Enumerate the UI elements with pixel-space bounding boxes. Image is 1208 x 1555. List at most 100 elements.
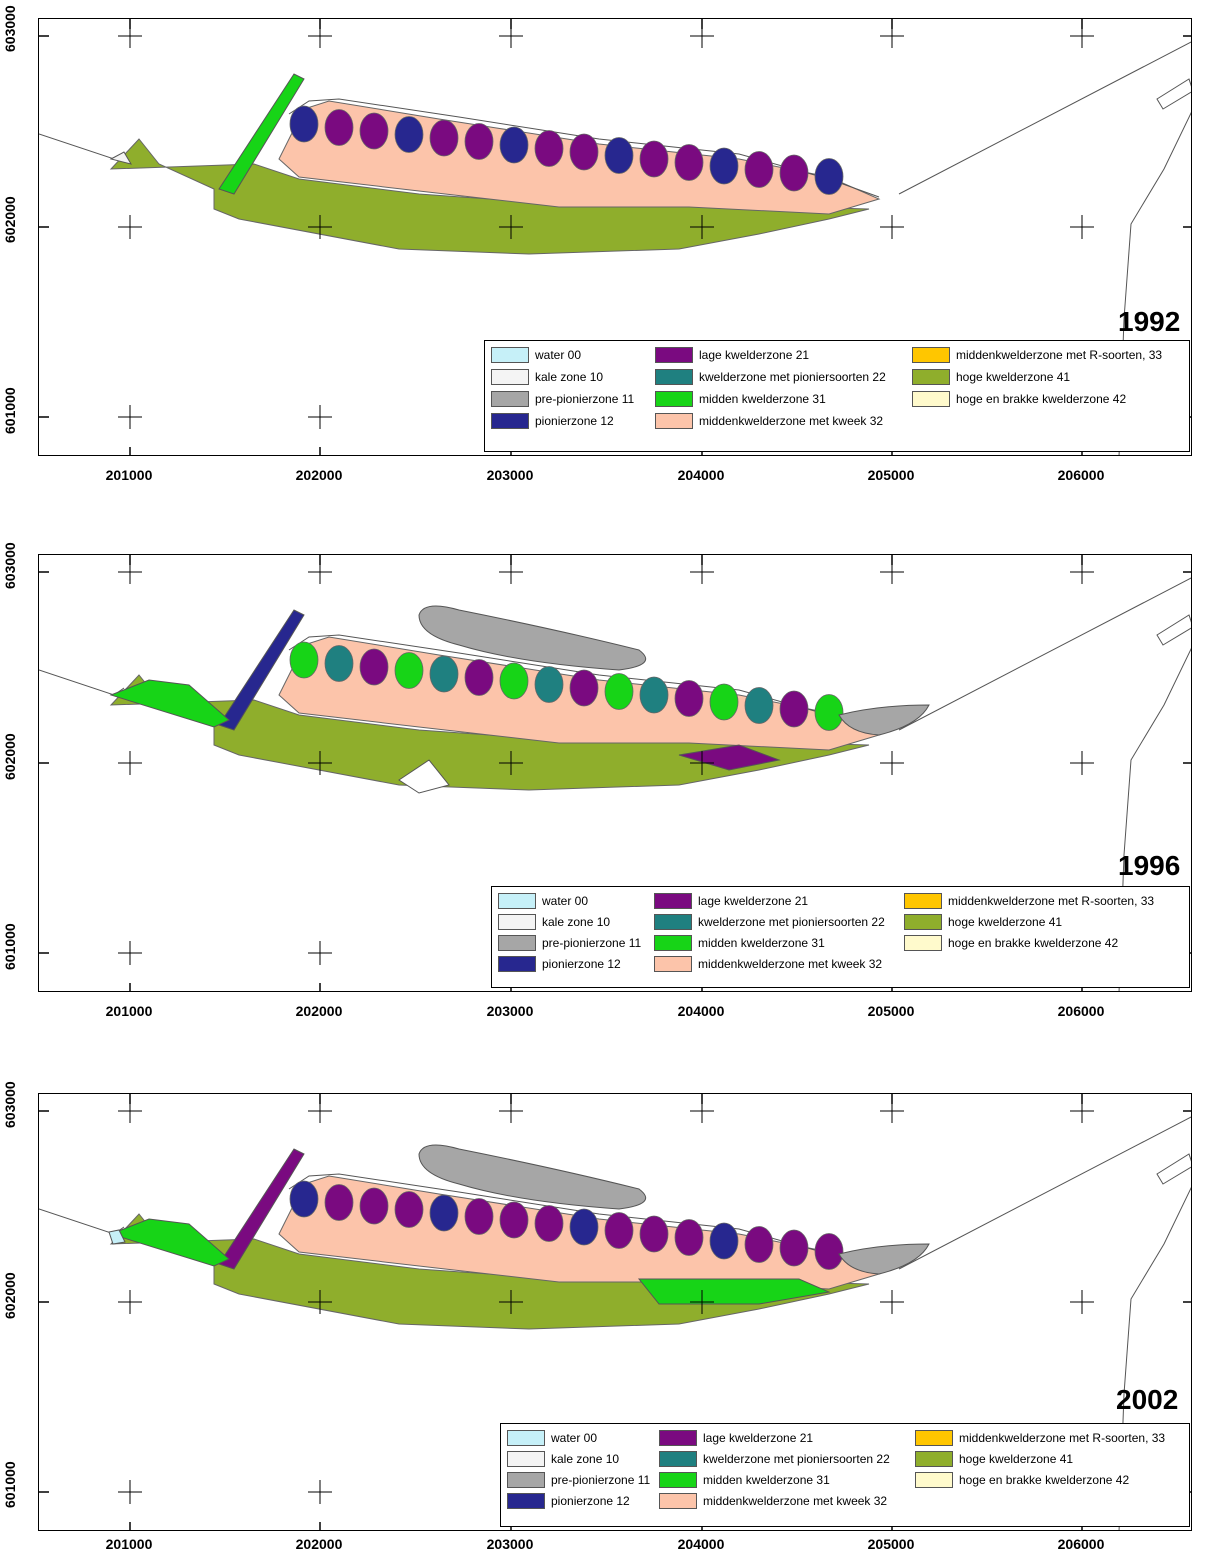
habitat-patch <box>324 1184 354 1221</box>
x-tick-label: 203000 <box>486 467 534 483</box>
legend-item: kwelderzone met pioniersoorten 22 <box>655 369 886 385</box>
legend-label: middenkwelderzone met kweek 32 <box>699 414 884 428</box>
legend-item: middenkwelderzone met kweek 32 <box>659 1493 887 1509</box>
marsh-outline <box>288 634 880 734</box>
legend-item: midden kwelderzone 31 <box>655 391 826 407</box>
habitat-patch <box>289 105 319 143</box>
legend-item: water 00 <box>498 893 588 909</box>
habitat-patch <box>814 694 844 731</box>
zone-pre-pionierzone-bank <box>418 605 647 671</box>
jetty <box>1156 78 1191 110</box>
legend-label: middenkwelderzone met R-soorten, 33 <box>956 348 1163 362</box>
year-label: 1992 <box>1118 306 1181 337</box>
habitat-patch <box>534 666 564 703</box>
legend-item: midden kwelderzone 31 <box>654 935 825 951</box>
habitat-patch <box>779 1229 809 1267</box>
habitat-patch <box>604 1212 634 1249</box>
jetty <box>1156 1153 1191 1185</box>
habitat-patch <box>359 1187 389 1225</box>
legend-label: middenkwelderzone met kweek 32 <box>703 1494 888 1508</box>
legend-label: hoge en brakke kwelderzone 42 <box>956 392 1127 406</box>
x-tick-label: 202000 <box>295 467 343 483</box>
legend-swatch <box>655 347 693 363</box>
habitat-patch <box>744 1226 774 1263</box>
habitat-patch <box>814 1233 844 1270</box>
x-tick-label: 203000 <box>486 1003 534 1019</box>
zone-dam-strip <box>218 609 305 731</box>
legend-item: pionierzone 12 <box>491 413 614 429</box>
x-tick-label: 204000 <box>677 467 725 483</box>
habitat-patch <box>639 140 669 178</box>
habitat-patch <box>464 659 494 696</box>
habitat-patch <box>324 645 354 682</box>
map-canvas <box>39 19 1191 455</box>
legend-label: lage kwelderzone 21 <box>703 1431 814 1445</box>
legend: water 00 kale zone 10 pre-pionierzone 11 pi… <box>500 1423 1190 1527</box>
map-canvas <box>39 555 1191 991</box>
x-tick-label: 206000 <box>1057 467 1105 483</box>
legend-label: pionierzone 12 <box>551 1494 630 1508</box>
legend-swatch <box>491 413 529 429</box>
legend-swatch <box>654 893 692 909</box>
legend-item: hoge en brakke kwelderzone 42 <box>915 1472 1129 1488</box>
legend-swatch <box>498 914 536 930</box>
legend-label: hoge en brakke kwelderzone 42 <box>959 1473 1130 1487</box>
zone-midden-kwelderzone <box>109 679 230 728</box>
zone-midden-kwelderzone <box>109 1218 230 1267</box>
legend-label: hoge kwelderzone 41 <box>956 370 1071 384</box>
habitat-patch <box>709 1222 739 1260</box>
zone-kale <box>109 151 133 165</box>
legend-label: pionierzone 12 <box>535 414 614 428</box>
legend-label: midden kwelderzone 31 <box>699 392 826 406</box>
zone-pre-pionierzone-bank <box>838 1243 930 1275</box>
legend-swatch <box>915 1451 953 1467</box>
habitat-patch <box>499 126 529 164</box>
zone-hoge-kwelderzone <box>109 138 870 255</box>
legend-swatch <box>498 935 536 951</box>
legend-item: hoge en brakke kwelderzone 42 <box>904 935 1118 951</box>
x-tick-label: 206000 <box>1057 1536 1105 1552</box>
habitat-patch <box>499 1201 529 1239</box>
legend-swatch <box>507 1493 545 1509</box>
habitat-patch <box>464 1198 494 1235</box>
legend-item: water 00 <box>507 1430 597 1446</box>
legend-item: pionierzone 12 <box>507 1493 630 1509</box>
map-canvas <box>39 1094 1191 1530</box>
legend-item: kale zone 10 <box>491 369 603 385</box>
legend-label: lage kwelderzone 21 <box>698 894 809 908</box>
legend-label: middenkwelderzone met R-soorten, 33 <box>948 894 1155 908</box>
zone-midden-kwelderzone <box>637 1278 831 1305</box>
habitat-patch <box>429 119 459 157</box>
x-tick-label: 205000 <box>867 467 915 483</box>
legend-label: pre-pionierzone 11 <box>542 936 642 950</box>
legend-swatch <box>912 391 950 407</box>
jetty <box>1156 614 1191 646</box>
x-tick-label: 202000 <box>295 1003 343 1019</box>
legend-label: pre-pionierzone 11 <box>551 1473 651 1487</box>
habitat-patch <box>534 130 564 167</box>
legend-label: hoge kwelderzone 41 <box>948 915 1063 929</box>
legend-label: kale zone 10 <box>535 370 604 384</box>
legend-item: hoge kwelderzone 41 <box>915 1451 1073 1467</box>
legend-label: kwelderzone met pioniersoorten 22 <box>698 915 885 929</box>
legend-item: pre-pionierzone 11 <box>498 935 641 951</box>
legend-swatch <box>915 1430 953 1446</box>
legend-swatch <box>654 935 692 951</box>
legend-label: kwelderzone met pioniersoorten 22 <box>699 370 886 384</box>
legend-item: middenkwelderzone met kweek 32 <box>654 956 882 972</box>
habitat-patch <box>394 652 424 689</box>
legend-item: kale zone 10 <box>507 1451 619 1467</box>
legend-item: hoge kwelderzone 41 <box>904 914 1062 930</box>
legend-swatch <box>912 369 950 385</box>
habitat-patch <box>744 151 774 188</box>
habitat-patch <box>569 1208 599 1246</box>
legend-swatch <box>655 391 693 407</box>
habitat-patch <box>604 673 634 710</box>
legend-label: kwelderzone met pioniersoorten 22 <box>703 1452 890 1466</box>
habitat-patch <box>499 662 529 700</box>
legend-swatch <box>491 391 529 407</box>
legend-item: middenkwelderzone met kweek 32 <box>655 413 883 429</box>
habitat-patch <box>674 1219 704 1256</box>
legend-label: water 00 <box>551 1431 598 1445</box>
x-tick-label: 202000 <box>295 1536 343 1552</box>
